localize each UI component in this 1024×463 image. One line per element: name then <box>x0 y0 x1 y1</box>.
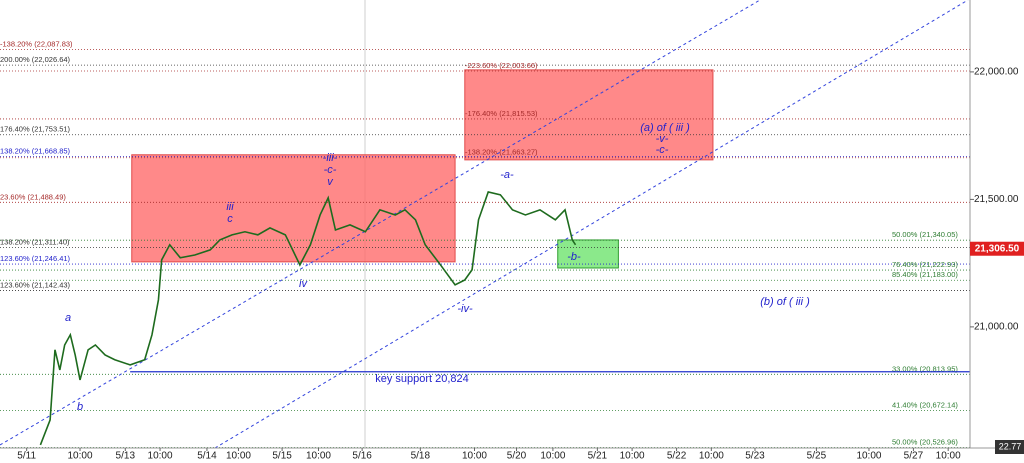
y-axis-panel <box>970 0 1024 463</box>
x-tick-label: 10:00 <box>540 451 565 462</box>
x-tick-label: 10:00 <box>856 451 881 462</box>
wave-label: iii <box>226 201 234 213</box>
wave-label: -v- <box>656 133 669 145</box>
support-label: key support 20,824 <box>375 373 469 385</box>
wave-label: -c- <box>656 144 669 156</box>
wave-label: (b) of ( iii ) <box>760 296 810 308</box>
level-label: 76.40% (21,222.93) <box>892 260 958 269</box>
level-label: 33.00% (20,813.95) <box>892 364 958 373</box>
x-tick-label: 5/13 <box>116 451 136 462</box>
level-label: 23.60% (21,488.49) <box>0 192 66 201</box>
level-label: 123.60% (21,246.41) <box>0 254 71 263</box>
wave-label: v <box>327 176 334 188</box>
wave-label: (a) of ( iii ) <box>640 122 690 134</box>
wave-label: -iv- <box>457 303 473 315</box>
wave-label: iv <box>299 278 308 290</box>
y-tick-label: 21,000.00 <box>974 322 1019 333</box>
x-tick-label: 10:00 <box>936 451 961 462</box>
level-label: 138.20% (21,668.85) <box>0 146 71 155</box>
level-label: 200.00% (22,026.64) <box>0 55 71 64</box>
wave-label: -b- <box>567 251 581 263</box>
level-label: -176.40% (21,815.53) <box>465 109 538 118</box>
level-label: 50.00% (20,526.96) <box>892 437 958 446</box>
level-label: 123.60% (21,142.43) <box>0 281 71 290</box>
level-label: -138.20% (21,663.27) <box>465 148 538 157</box>
x-tick-label: 5/15 <box>272 451 292 462</box>
price-tag-label: 21,306.50 <box>975 243 1020 254</box>
level-label: 41.40% (20,672.14) <box>892 400 958 409</box>
zone <box>557 239 619 269</box>
corner-box <box>995 440 1024 454</box>
corner-label: 22.77 <box>999 441 1022 451</box>
x-tick-label: 5/27 <box>904 451 924 462</box>
x-tick-label: 5/16 <box>352 451 372 462</box>
zone <box>131 154 456 263</box>
trend-line <box>214 0 969 449</box>
price-line <box>39 191 577 446</box>
x-tick-label: 5/14 <box>197 451 217 462</box>
x-tick-label: 10:00 <box>699 451 724 462</box>
trend-line <box>0 0 761 446</box>
x-tick-label: 10:00 <box>148 451 173 462</box>
x-tick-label: 5/18 <box>411 451 431 462</box>
x-tick-label: 5/23 <box>745 451 765 462</box>
annotations: a b iii c -iii- -c- v iv -a- -iv- -b- (a… <box>65 122 810 413</box>
y-tick-label: 21,500.00 <box>974 194 1019 205</box>
wave-label: b <box>77 401 83 413</box>
x-tick-label: 5/21 <box>588 451 608 462</box>
level-label: 50.00% (21,340.05) <box>892 230 958 239</box>
level-label: 176.40% (21,753.51) <box>0 125 71 134</box>
x-tick-label: 5/11 <box>17 451 36 462</box>
x-tick-label: 5/20 <box>507 451 527 462</box>
wave-label: a <box>65 312 71 324</box>
x-tick-label: 5/22 <box>667 451 687 462</box>
wave-label: -iii- <box>323 152 338 164</box>
wave-label: c <box>227 213 233 225</box>
level-label: -138.20% (22,087.83) <box>0 39 73 48</box>
wave-label: -a- <box>500 169 514 181</box>
wave-label: -c- <box>324 164 337 176</box>
price-tag <box>970 241 1024 256</box>
level-label: -223.60% (22,003.66) <box>465 61 538 70</box>
x-tick-label: 10:00 <box>462 451 487 462</box>
x-tick-label: 10:00 <box>306 451 331 462</box>
x-tick-label: 5/25 <box>807 451 827 462</box>
x-tick-label: 10:00 <box>226 451 251 462</box>
x-tick-label: 10:00 <box>620 451 645 462</box>
y-tick-label: 22,000.00 <box>974 67 1019 78</box>
level-label: 85.40% (21,183.00) <box>892 270 958 279</box>
zone <box>464 69 714 161</box>
x-tick-label: 10:00 <box>68 451 93 462</box>
level-label: 138.20% (21,311.40) <box>0 237 70 246</box>
